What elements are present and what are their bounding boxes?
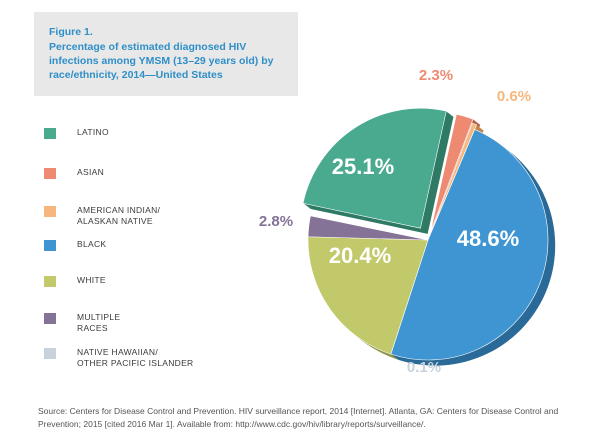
data-label-asian: 2.3% — [419, 67, 453, 84]
data-label-american-indian: 0.6% — [497, 88, 531, 105]
legend-label-native-hawaiian: NATIVE HAWAIIAN/ OTHER PACIFIC ISLANDER — [77, 347, 194, 368]
legend-swatch-multiple-races — [44, 313, 56, 324]
legend-swatch-black — [44, 240, 56, 251]
chart-title: Percentage of estimated diagnosed HIV in… — [49, 41, 274, 81]
data-label-latino: 25.1% — [332, 154, 394, 179]
legend-swatch-american-indian — [44, 206, 56, 217]
legend-label-american-indian: AMERICAN INDIAN/ ALASKAN NATIVE — [77, 205, 161, 226]
legend-swatch-white — [44, 276, 56, 287]
data-label-black: 48.6% — [457, 226, 519, 251]
legend-label-asian: ASIAN — [77, 167, 105, 177]
legend-label-white: WHITE — [77, 275, 106, 285]
pie-slice-latino — [302, 107, 447, 229]
data-label-native-hawaiian: 0.1% — [407, 359, 441, 376]
data-label-multiple-races: 2.8% — [259, 213, 293, 230]
legend-label-black: BLACK — [77, 239, 107, 249]
pie-slice-native-hawaiian — [310, 214, 429, 241]
pie-slice-asian — [430, 113, 474, 232]
pie-slice-black — [390, 129, 549, 361]
legend-swatch-asian — [44, 168, 56, 179]
legend-label-latino: LATINO — [77, 127, 109, 137]
chart-legend: LATINO ASIAN AMERICAN INDIAN/ ALASKAN NA… — [44, 125, 244, 375]
figure-label: Figure 1. — [49, 26, 93, 38]
pie-slice-white — [307, 236, 429, 355]
data-label-white: 20.4% — [329, 243, 391, 268]
legend-label-multiple-races: MULTIPLE RACES — [77, 312, 121, 333]
legend-swatch-latino — [44, 128, 56, 139]
figure-title-box: Figure 1. Percentage of estimated diagno… — [34, 12, 298, 96]
source-note: Source: Centers for Disease Control and … — [38, 406, 559, 429]
legend-swatch-native-hawaiian — [44, 348, 56, 359]
